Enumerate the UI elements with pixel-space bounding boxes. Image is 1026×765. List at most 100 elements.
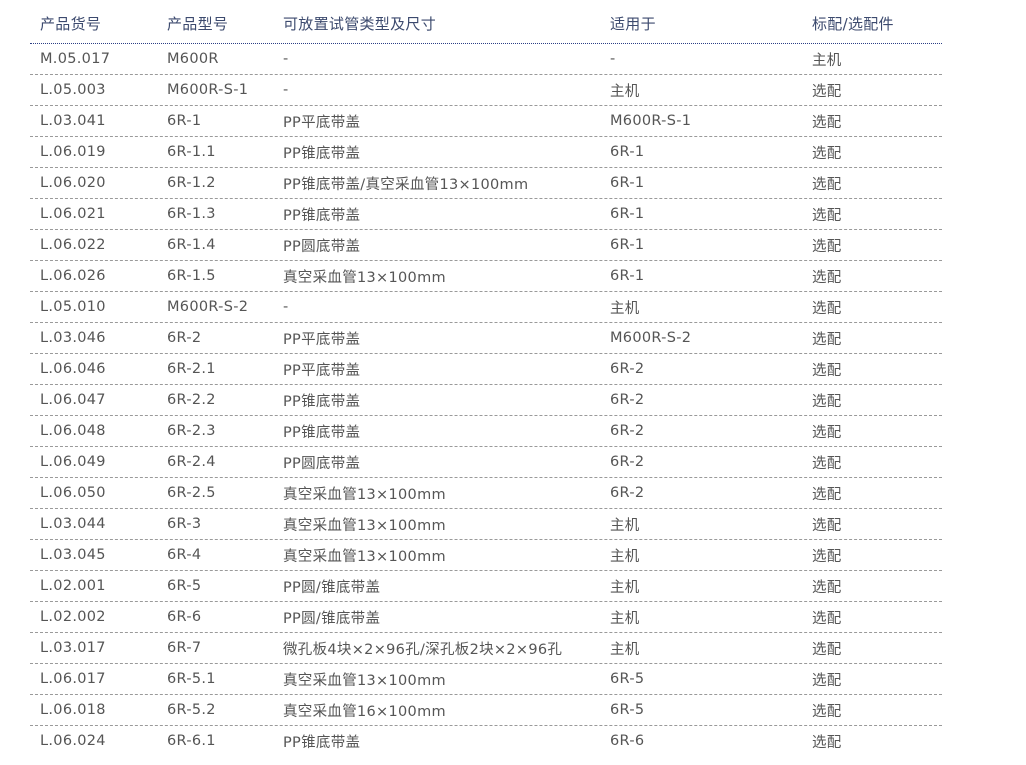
table-cell: L.02.001 [40,578,106,594]
table-cell: 6R-3 [167,516,202,532]
table-cell: 6R-1.3 [167,206,216,222]
header-cell: 标配/选配件 [812,15,894,33]
table-cell: 6R-2 [610,361,645,377]
table-cell: - [283,299,289,315]
table-cell: L.06.048 [40,423,106,439]
table-cell: 选配 [812,517,842,534]
table-cell: 选配 [812,672,842,689]
table-cell: 选配 [812,145,842,162]
table-cell: 选配 [812,207,842,224]
table-cell: 选配 [812,641,842,658]
table-cell: L.06.019 [40,144,106,160]
table-cell: L.05.003 [40,82,106,98]
table-cell: 6R-1 [610,175,645,191]
table-cell: 6R-1.2 [167,175,216,191]
table-cell: - [283,82,289,98]
table-cell: L.06.050 [40,485,106,501]
table-cell: L.06.047 [40,392,106,408]
table-cell: PP锥底带盖 [283,734,361,751]
table-cell: 主机 [610,83,640,100]
table-cell: L.03.046 [40,330,106,346]
table-cell: L.06.026 [40,268,106,284]
table-cell: 选配 [812,393,842,410]
header-cell: 适用于 [610,15,656,33]
table-cell: 主机 [610,579,640,596]
table-cell: 6R-2 [610,454,645,470]
table-cell: 真空采血管13×100mm [283,269,446,286]
table-cell: M600R [167,51,219,67]
table-cell: 选配 [812,362,842,379]
table-cell: L.06.021 [40,206,106,222]
table-row: L.02.001 6R-5 PP圆/锥底带盖 主机 选配 [30,571,942,602]
table-row: L.06.050 6R-2.5 真空采血管13×100mm 6R-2 选配 [30,478,942,509]
header-cell: 产品货号 [40,15,102,33]
table-header: 产品货号 产品型号 可放置试管类型及尺寸 适用于 标配/选配件 [30,0,942,44]
table-cell: 6R-5.2 [167,702,216,718]
table-row: M.05.017 M600R - - 主机 [30,44,942,75]
table-row: L.03.017 6R-7 微孔板4块×2×96孔/深孔板2块×2×96孔 主机 选配 [30,633,942,664]
table-cell: 主机 [610,548,640,565]
table-cell: M600R-S-2 [167,299,249,315]
table-cell: PP锥底带盖 [283,145,361,162]
table-cell: 主机 [610,610,640,627]
table-row: L.06.026 6R-1.5 真空采血管13×100mm 6R-1 选配 [30,261,942,292]
table-cell: 6R-5 [610,702,645,718]
table-cell: 6R-2.3 [167,423,216,439]
table-cell: PP锥底带盖/真空采血管13×100mm [283,176,529,193]
table-cell: 6R-2 [610,423,645,439]
table-cell: 6R-1 [610,206,645,222]
table-row: L.03.045 6R-4 真空采血管13×100mm 主机 选配 [30,540,942,571]
table-cell: 6R-2.4 [167,454,216,470]
table-cell: 选配 [812,579,842,596]
table-cell: 选配 [812,238,842,255]
table-cell: 选配 [812,331,842,348]
table-cell: L.03.017 [40,640,106,656]
table-cell: M600R-S-1 [610,113,692,129]
table-cell: 选配 [812,114,842,131]
table-cell: 选配 [812,734,842,751]
table-cell: L.06.049 [40,454,106,470]
table-row: L.06.020 6R-1.2 PP锥底带盖/真空采血管13×100mm 6R-1 选配 [30,168,942,199]
table-cell: M600R-S-1 [167,82,249,98]
table-cell: PP圆/锥底带盖 [283,610,381,627]
table-cell: 选配 [812,548,842,565]
table-row: L.02.002 6R-6 PP圆/锥底带盖 主机 选配 [30,602,942,633]
table-cell: 选配 [812,176,842,193]
table-cell: 主机 [610,641,640,658]
table-cell: 6R-1 [610,144,645,160]
table-cell: 6R-5 [610,671,645,687]
table-cell: PP锥底带盖 [283,424,361,441]
table-row: L.06.018 6R-5.2 真空采血管16×100mm 6R-5 选配 [30,695,942,726]
table-cell: 6R-2.1 [167,361,216,377]
table-cell: 6R-6 [167,609,202,625]
table-cell: PP圆底带盖 [283,238,361,255]
table-cell: 6R-1 [167,113,202,129]
header-cell: 可放置试管类型及尺寸 [283,15,437,33]
table-row: L.03.041 6R-1 PP平底带盖 M600R-S-1 选配 [30,106,942,137]
table-cell: 微孔板4块×2×96孔/深孔板2块×2×96孔 [283,641,563,658]
table-cell: PP圆/锥底带盖 [283,579,381,596]
table-cell: 6R-2 [610,392,645,408]
table-row: L.03.044 6R-3 真空采血管13×100mm 主机 选配 [30,509,942,540]
table-cell: PP平底带盖 [283,114,361,131]
table-row: L.05.003 M600R-S-1 - 主机 选配 [30,75,942,106]
table-cell: - [283,51,289,67]
table-cell: 选配 [812,486,842,503]
table-cell: PP平底带盖 [283,331,361,348]
table-row: L.06.024 6R-6.1 PP锥底带盖 6R-6 选配 [30,726,942,756]
table-cell: 真空采血管13×100mm [283,672,446,689]
table-cell: L.06.046 [40,361,106,377]
table-cell: L.06.020 [40,175,106,191]
table-cell: 选配 [812,703,842,720]
table-cell: 选配 [812,424,842,441]
table-cell: 6R-1.5 [167,268,216,284]
table-cell: L.03.044 [40,516,106,532]
table-cell: 6R-2 [610,485,645,501]
table-row: L.06.022 6R-1.4 PP圆底带盖 6R-1 选配 [30,230,942,261]
table-cell: L.06.017 [40,671,106,687]
table-cell: 6R-2.2 [167,392,216,408]
table-cell: L.06.022 [40,237,106,253]
table-row: L.06.017 6R-5.1 真空采血管13×100mm 6R-5 选配 [30,664,942,695]
table-row: L.06.048 6R-2.3 PP锥底带盖 6R-2 选配 [30,416,942,447]
header-cell: 产品型号 [167,15,229,33]
